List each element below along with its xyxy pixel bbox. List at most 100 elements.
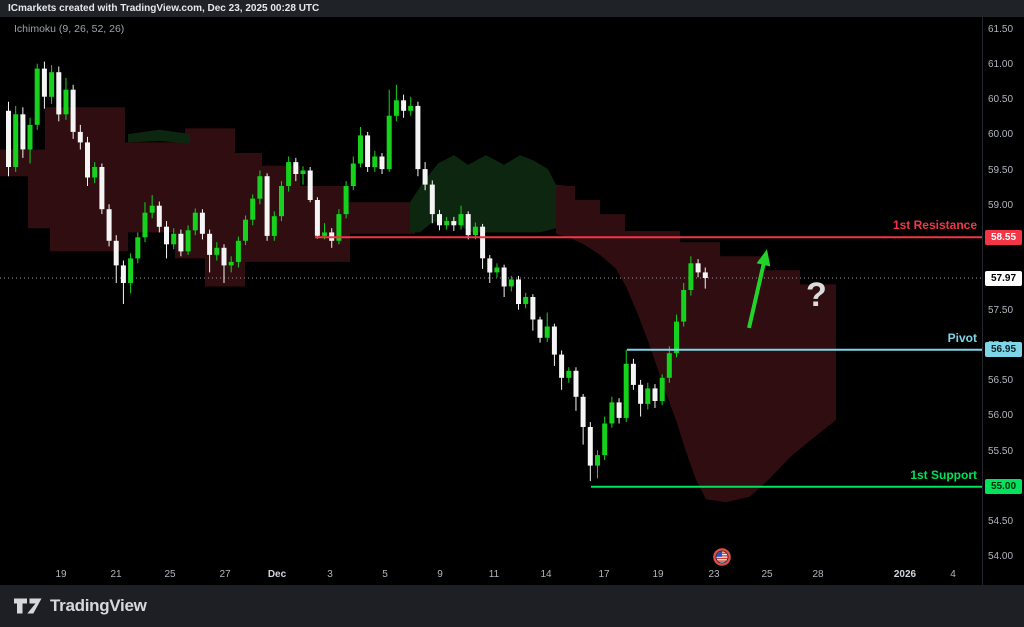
candle-down[interactable] [178, 233, 184, 252]
candle-up[interactable] [63, 89, 69, 115]
candle-down[interactable] [638, 384, 644, 404]
candle-down[interactable] [415, 105, 421, 170]
candle-up[interactable] [566, 370, 572, 378]
candle-up[interactable] [250, 198, 256, 220]
support-label[interactable]: 1st Support [910, 467, 977, 482]
candle-up[interactable] [623, 363, 629, 418]
candle-down[interactable] [20, 114, 26, 150]
candle-up[interactable] [279, 186, 284, 217]
resistance-label[interactable]: 1st Resistance [892, 218, 977, 233]
candle-up[interactable] [271, 216, 277, 236]
candle-up[interactable] [128, 258, 134, 283]
candle-down[interactable] [379, 156, 385, 170]
candle-up[interactable] [408, 105, 414, 111]
candle-down[interactable] [207, 233, 213, 255]
candle-down[interactable] [199, 212, 205, 234]
candle-down[interactable] [41, 68, 47, 97]
candle-down[interactable] [264, 176, 270, 236]
candle-up[interactable] [393, 100, 399, 116]
pivot-label[interactable]: Pivot [947, 330, 977, 345]
candle-down[interactable] [652, 388, 658, 401]
candle-down[interactable] [480, 226, 486, 259]
candle-down[interactable] [77, 131, 83, 143]
candle-up[interactable] [300, 170, 306, 175]
us-flag-session-icon[interactable] [713, 548, 731, 566]
candle-down[interactable] [99, 167, 105, 210]
candle-down[interactable] [437, 214, 442, 226]
candle-up[interactable] [142, 212, 148, 238]
candle-up[interactable] [645, 388, 651, 404]
chart-area[interactable]: Ichimoku (9, 26, 52, 26) 1st Resistance P… [0, 17, 982, 585]
candle-up[interactable] [257, 176, 263, 199]
candle-down[interactable] [465, 214, 471, 236]
candle-down[interactable] [85, 142, 90, 178]
candle-up[interactable] [372, 156, 378, 168]
candle-down[interactable] [702, 272, 708, 278]
candle-down[interactable] [221, 247, 227, 266]
candle-up[interactable] [192, 212, 198, 231]
candle-down[interactable] [429, 184, 435, 215]
candle-up[interactable] [235, 240, 241, 262]
tradingview-logo-text[interactable]: TradingView [50, 596, 147, 615]
candle-up[interactable] [472, 226, 478, 236]
candle-up[interactable] [508, 279, 514, 287]
candle-up[interactable] [343, 186, 349, 215]
candle-up[interactable] [171, 233, 177, 245]
candle-down[interactable] [164, 226, 169, 245]
candle-up[interactable] [228, 261, 234, 266]
candle-up[interactable] [34, 68, 40, 125]
candle-down[interactable] [451, 221, 457, 226]
candle-up[interactable] [595, 455, 600, 466]
up-arrow-annotation[interactable] [747, 257, 767, 329]
candle-up[interactable] [92, 167, 98, 178]
candle-up[interactable] [135, 237, 141, 259]
candle-up[interactable] [602, 423, 608, 456]
candle-up[interactable] [458, 214, 464, 226]
candle-down[interactable] [530, 297, 536, 320]
candle-up[interactable] [544, 326, 550, 338]
candle-down[interactable] [293, 162, 299, 174]
candle-up[interactable] [350, 163, 356, 187]
candle-down[interactable] [616, 402, 622, 418]
candle-up[interactable] [659, 377, 665, 401]
candle-down[interactable] [70, 89, 76, 132]
candle-up[interactable] [214, 247, 220, 255]
candle-down[interactable] [501, 267, 507, 287]
candle-down[interactable] [113, 240, 119, 266]
price-axis[interactable]: 54.0054.5055.0055.5056.0056.5057.0057.50… [982, 17, 1024, 585]
candle-down[interactable] [516, 279, 521, 304]
candle-down[interactable] [422, 169, 428, 185]
candle-down[interactable] [695, 263, 701, 273]
candle-up[interactable] [674, 321, 679, 354]
candle-up[interactable] [286, 162, 292, 186]
candle-down[interactable] [365, 135, 371, 167]
candle-down[interactable] [314, 200, 320, 236]
candle-down[interactable] [630, 363, 636, 385]
candle-down[interactable] [580, 396, 586, 427]
question-mark-annotation[interactable]: ? [806, 276, 827, 314]
candle-up[interactable] [322, 232, 328, 236]
candle-up[interactable] [681, 290, 687, 322]
candle-up[interactable] [688, 263, 694, 290]
candle-down[interactable] [551, 326, 557, 355]
candle-up[interactable] [666, 353, 672, 378]
candle-down[interactable] [120, 265, 126, 283]
candle-down[interactable] [307, 170, 313, 201]
candle-up[interactable] [243, 219, 248, 241]
candle-up[interactable] [27, 124, 33, 150]
candle-down[interactable] [573, 370, 579, 397]
candle-down[interactable] [56, 72, 62, 115]
candle-up[interactable] [13, 114, 19, 167]
candle-up[interactable] [494, 267, 500, 273]
indicator-legend[interactable]: Ichimoku (9, 26, 52, 26) [14, 23, 125, 35]
candle-up[interactable] [358, 135, 363, 164]
candle-down[interactable] [106, 209, 112, 241]
candle-up[interactable] [185, 230, 191, 252]
candle-up[interactable] [49, 72, 55, 97]
candle-up[interactable] [444, 221, 450, 226]
candle-down[interactable] [587, 427, 593, 466]
candle-down[interactable] [156, 205, 162, 227]
candle-down[interactable] [487, 258, 493, 273]
candle-down[interactable] [6, 110, 11, 167]
candle-up[interactable] [609, 402, 615, 424]
